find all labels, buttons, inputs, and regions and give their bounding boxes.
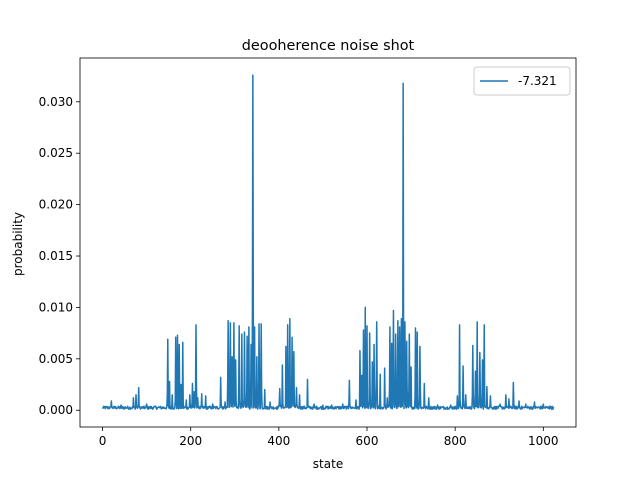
legend-label: -7.321	[518, 74, 557, 88]
y-tick-label: 0.000	[39, 403, 73, 417]
y-tick-label: 0.020	[39, 198, 73, 212]
x-tick-label: 400	[267, 434, 290, 448]
x-tick-label: 800	[444, 434, 467, 448]
plot-area	[101, 74, 555, 410]
x-axis-label: state	[313, 457, 343, 471]
y-tick-label: 0.015	[39, 249, 73, 263]
x-tick-label: 0	[99, 434, 107, 448]
x-axis: 0 200 400 600 800 1000	[99, 427, 559, 448]
x-tick-label: 600	[356, 434, 379, 448]
y-tick-label: 0.010	[39, 300, 73, 314]
axes-frame	[79, 57, 577, 428]
legend-box	[473, 66, 571, 96]
series-line	[101, 74, 555, 410]
legend: -7.321	[473, 66, 571, 96]
y-axis-label: probability	[11, 212, 25, 276]
x-tick-label: 200	[179, 434, 202, 448]
chart-title: deooherence noise shot	[242, 38, 415, 54]
x-tick-label: 1000	[528, 434, 559, 448]
y-tick-label: 0.005	[39, 352, 73, 366]
y-tick-label: 0.030	[39, 95, 73, 109]
y-tick-label: 0.025	[39, 146, 73, 160]
y-axis: 0.000 0.005 0.010 0.015 0.020 0.025 0.030	[39, 95, 80, 417]
